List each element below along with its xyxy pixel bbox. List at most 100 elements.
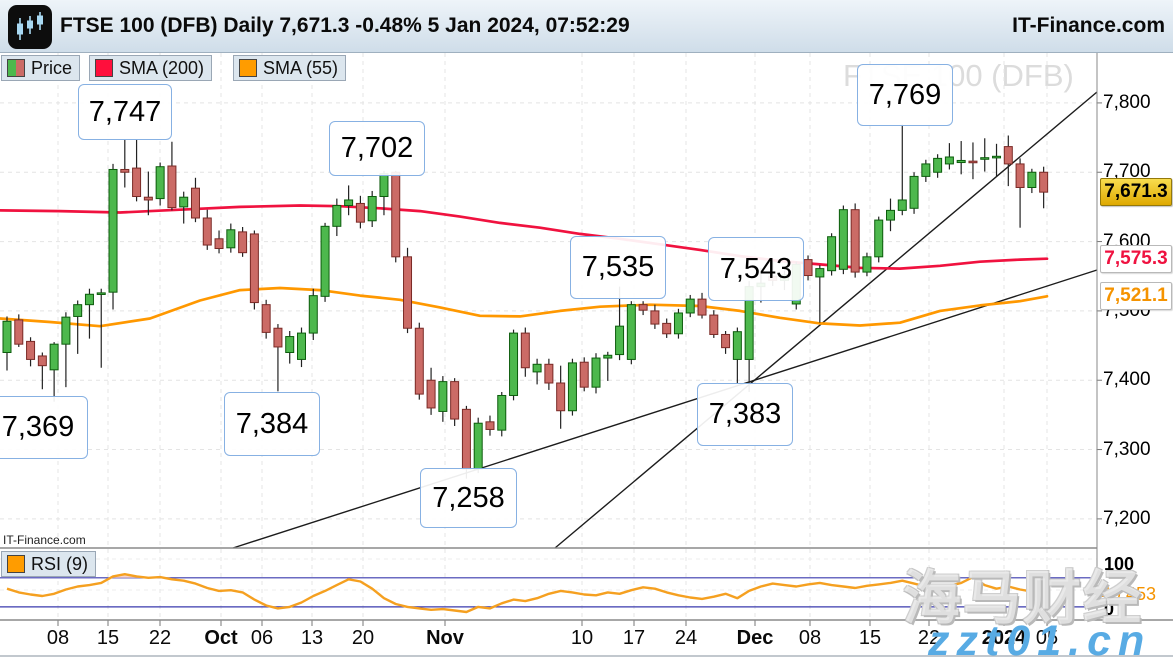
candle-up <box>591 357 601 388</box>
candle-down <box>249 233 259 304</box>
header-bar: FTSE 100 (DFB) Daily 7,671.3 -0.48% 5 Ja… <box>0 0 1173 53</box>
x-axis-label: 15 <box>96 627 120 649</box>
candle-down <box>520 332 530 369</box>
price-axis-label: 7,300 <box>1103 438 1151 460</box>
x-axis-label: 20 <box>351 627 375 649</box>
chart-title: FTSE 100 (DFB) Daily 7,671.3 -0.48% 5 Ja… <box>60 14 630 37</box>
rsi-swatch-icon <box>7 555 25 573</box>
candle-down <box>968 160 978 164</box>
candle-up <box>49 343 59 371</box>
price-annotation: 7,543 <box>708 237 804 301</box>
candle-up <box>532 363 542 373</box>
candle-up <box>673 312 683 335</box>
legend-sma55-label: SMA (55) <box>263 57 339 78</box>
candle-up <box>838 209 848 270</box>
candle-up <box>438 381 448 412</box>
candle-up <box>921 163 931 177</box>
sma200-line <box>0 204 1049 270</box>
price-annotation: 7,535 <box>570 236 666 299</box>
candle-up <box>603 354 613 359</box>
candle-up <box>367 196 377 222</box>
trendline <box>554 91 1098 549</box>
candlestick-logo-icon <box>8 5 52 49</box>
price-annotation: 7,369 <box>0 396 88 459</box>
candle-up <box>84 293 94 306</box>
candle-down <box>556 382 566 412</box>
x-axis-label: 13 <box>300 627 324 649</box>
rsi-line <box>6 573 1044 614</box>
rsi-axis-bottom-label: 0 <box>1104 599 1115 619</box>
candle-down <box>426 379 436 409</box>
x-axis-label: 06 <box>250 627 274 649</box>
candle-down <box>850 209 860 273</box>
candle-down <box>143 196 153 201</box>
candle-up <box>297 332 306 360</box>
candle-up <box>980 157 990 160</box>
candle-up <box>320 225 330 297</box>
candle-down <box>485 421 495 430</box>
candle-down <box>1003 146 1013 165</box>
candle-down <box>414 327 424 395</box>
candle-down <box>721 333 731 349</box>
legend-sma200-label: SMA (200) <box>119 57 205 78</box>
candle-up <box>155 166 165 200</box>
rsi-overbought-fill <box>148 577 165 578</box>
candle-down <box>461 408 471 470</box>
rsi-axis-top-label: 100 <box>1104 554 1135 574</box>
legend-chip-sma200[interactable]: SMA (200) <box>89 55 213 81</box>
candle-down <box>14 319 24 345</box>
candle-up <box>615 325 625 356</box>
candle-up <box>308 295 318 334</box>
candle-up <box>1027 171 1037 188</box>
candle-down <box>238 231 248 254</box>
candle-up <box>344 199 354 207</box>
price-axis-label: 7,700 <box>1103 161 1151 183</box>
candle-up <box>685 298 695 314</box>
candle-down <box>697 298 707 316</box>
candle-down <box>190 187 200 219</box>
candle-down <box>1015 163 1025 188</box>
candle-up <box>827 236 837 272</box>
candle-down <box>273 327 283 348</box>
candle-down <box>132 167 142 198</box>
candle-up <box>96 292 106 295</box>
price-axis-label: 7,800 <box>1103 91 1151 113</box>
candle-down <box>650 310 660 325</box>
last-price-badge: 7,671.3 <box>1100 178 1172 207</box>
candle-down <box>391 171 401 258</box>
brand-link[interactable]: IT-Finance.com <box>1012 14 1165 37</box>
trendline <box>232 269 1098 549</box>
price-annotation: 7,384 <box>224 392 320 456</box>
candle-up <box>73 304 83 317</box>
rsi-overbought-fill <box>110 574 149 578</box>
candle-up <box>933 157 943 173</box>
candle-down <box>167 165 177 209</box>
sma200-value-badge: 7,575.3 <box>1100 244 1172 273</box>
candle-up <box>108 168 118 293</box>
candle-up <box>285 336 295 353</box>
legend-chip-rsi[interactable]: RSI (9) <box>1 551 97 577</box>
x-axis-label: 2024 <box>981 627 1027 649</box>
legend-chip-price[interactable]: Price <box>1 55 81 81</box>
candle-up <box>61 316 71 345</box>
candle-up <box>473 422 483 470</box>
x-axis-label: Nov <box>426 627 464 649</box>
x-axis-label: Dec <box>736 627 774 649</box>
candle-up <box>497 394 507 431</box>
candle-down <box>662 322 672 335</box>
price-swatch-icon <box>7 59 25 77</box>
sma55-line <box>0 286 1049 328</box>
candle-up <box>815 268 825 278</box>
price-annotation: 7,702 <box>329 121 425 176</box>
candle-down <box>26 340 36 360</box>
legend-chip-sma55[interactable]: SMA (55) <box>233 55 347 81</box>
candle-down <box>403 256 413 329</box>
price-annotation: 7,258 <box>420 468 517 528</box>
candle-up <box>626 304 636 360</box>
candle-up <box>332 205 342 227</box>
rsi-current-value-label: 49.453 <box>1101 583 1157 604</box>
x-axis-label: 08 <box>46 627 70 649</box>
candle-up <box>567 362 577 412</box>
price-annotation: 7,747 <box>78 84 172 140</box>
